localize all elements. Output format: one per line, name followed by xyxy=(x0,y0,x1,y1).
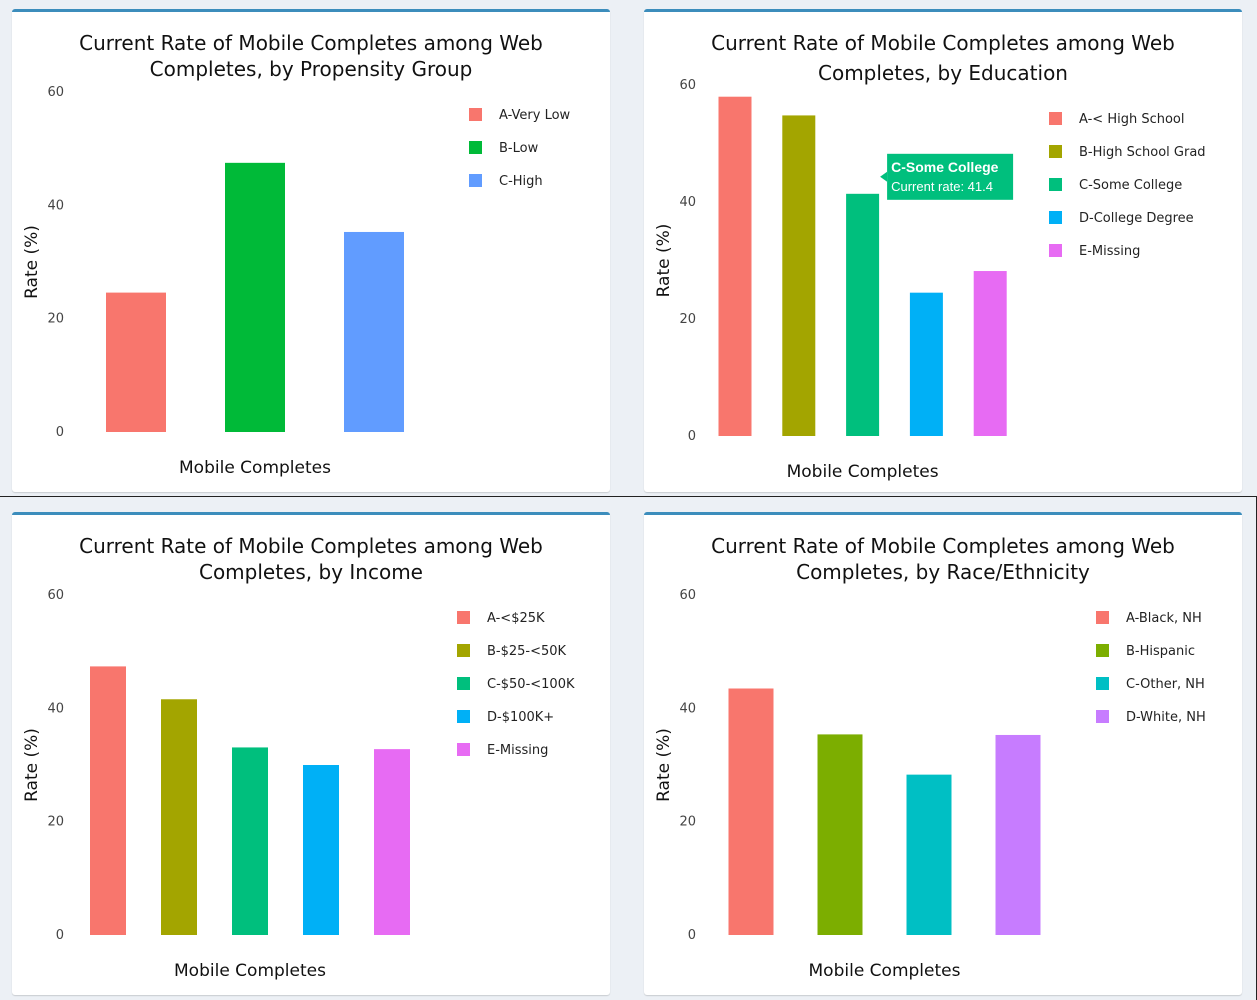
legend-label[interactable]: C-Some College xyxy=(1079,178,1182,193)
bar-a-high-school[interactable] xyxy=(718,96,752,436)
legend-label[interactable]: A-Very Low xyxy=(499,108,571,123)
bar-d-college-degree[interactable] xyxy=(909,292,943,436)
chart-panel-education: Current Rate of Mobile Completes among W… xyxy=(644,9,1242,492)
bar-e-missing[interactable] xyxy=(374,749,410,935)
legend-swatch[interactable] xyxy=(469,141,482,154)
legend-swatch[interactable] xyxy=(457,677,470,690)
chart-title-line: Completes, by Income xyxy=(199,560,423,584)
bar-b-25-50k[interactable] xyxy=(161,699,197,935)
legend-swatch[interactable] xyxy=(1049,211,1062,224)
tooltip-text: Current rate: 41.4 xyxy=(891,179,993,194)
legend-label[interactable]: C-High xyxy=(499,174,543,189)
legend-label[interactable]: A-<$25K xyxy=(487,611,545,626)
bar-a-25k[interactable] xyxy=(90,666,126,935)
legend-swatch[interactable] xyxy=(1049,145,1062,158)
legend-swatch[interactable] xyxy=(457,611,470,624)
y-tick-label: 0 xyxy=(688,928,696,943)
legend-label[interactable]: E-Missing xyxy=(487,743,548,758)
y-axis-title: Rate (%) xyxy=(654,728,674,802)
legend-label[interactable]: B-$25-<50K xyxy=(487,644,567,659)
legend-label[interactable]: A-< High School xyxy=(1079,112,1185,127)
legend-swatch[interactable] xyxy=(469,108,482,121)
y-tick-label: 60 xyxy=(47,588,64,603)
chart-svg-income: Current Rate of Mobile Completes among W… xyxy=(22,534,575,981)
chart-title-line: Current Rate of Mobile Completes among W… xyxy=(79,31,543,55)
legend-swatch[interactable] xyxy=(1096,677,1109,690)
legend-swatch[interactable] xyxy=(469,174,482,187)
chart-title-line: Completes, by Propensity Group xyxy=(150,57,473,81)
legend-swatch[interactable] xyxy=(1096,710,1109,723)
legend-label[interactable]: E-Missing xyxy=(1079,244,1140,259)
bar-b-high-school-grad[interactable] xyxy=(782,115,816,437)
bar-b-hispanic[interactable] xyxy=(817,734,863,935)
legend-swatch[interactable] xyxy=(1096,644,1109,657)
y-tick-label: 20 xyxy=(679,312,696,327)
bar-c-some-college[interactable] xyxy=(846,193,880,436)
y-tick-label: 0 xyxy=(688,429,696,444)
bar-a-black-nh[interactable] xyxy=(728,688,774,936)
legend-swatch[interactable] xyxy=(1049,244,1062,257)
x-axis-title: Mobile Completes xyxy=(809,961,961,981)
bar-tooltip: C-Some College Current rate: 41.4 xyxy=(880,153,1014,200)
chart-svg-race: Current Rate of Mobile Completes among W… xyxy=(654,534,1206,981)
legend-label[interactable]: D-$100K+ xyxy=(487,710,554,725)
x-axis-title: Mobile Completes xyxy=(179,458,331,478)
y-axis-title: Rate (%) xyxy=(22,728,42,802)
y-tick-label: 60 xyxy=(679,588,696,603)
legend-swatch[interactable] xyxy=(1096,611,1109,624)
y-tick-label: 20 xyxy=(47,312,64,327)
legend-swatch[interactable] xyxy=(1049,178,1062,191)
y-tick-label: 60 xyxy=(47,85,64,100)
chart-title-line: Current Rate of Mobile Completes among W… xyxy=(711,534,1175,558)
chart-svg-propensity: Current Rate of Mobile Completes among W… xyxy=(22,31,571,478)
chart-panel-propensity: Current Rate of Mobile Completes among W… xyxy=(12,9,610,492)
legend-swatch[interactable] xyxy=(1049,112,1062,125)
bar-c-50-100k[interactable] xyxy=(232,747,268,935)
x-axis-title: Mobile Completes xyxy=(787,462,939,482)
tooltip-title: C-Some College xyxy=(891,159,999,175)
legend-swatch[interactable] xyxy=(457,644,470,657)
y-tick-label: 40 xyxy=(679,701,696,716)
chart-title-line: Completes, by Education xyxy=(818,61,1068,85)
y-axis-title: Rate (%) xyxy=(22,225,42,299)
x-axis-title: Mobile Completes xyxy=(174,961,326,981)
tooltip-arrow xyxy=(880,171,888,182)
legend-swatch[interactable] xyxy=(457,743,470,756)
tooltip-box xyxy=(887,153,1014,200)
chart-title-line: Current Rate of Mobile Completes among W… xyxy=(79,534,543,558)
y-tick-label: 20 xyxy=(47,815,64,830)
legend-label[interactable]: C-Other, NH xyxy=(1126,677,1205,692)
y-tick-label: 40 xyxy=(47,198,64,213)
legend-label[interactable]: C-$50-<100K xyxy=(487,677,575,692)
chart-title-line: Current Rate of Mobile Completes among W… xyxy=(711,31,1175,55)
chart-panel-race: Current Rate of Mobile Completes among W… xyxy=(644,512,1242,995)
y-tick-label: 0 xyxy=(56,425,64,440)
y-tick-label: 40 xyxy=(679,195,696,210)
y-axis-title: Rate (%) xyxy=(654,224,674,298)
y-tick-label: 60 xyxy=(679,78,696,93)
legend-label[interactable]: B-Hispanic xyxy=(1126,644,1195,659)
legend-label[interactable]: B-Low xyxy=(499,141,539,156)
chart-panel-income: Current Rate of Mobile Completes among W… xyxy=(12,512,610,995)
legend-swatch[interactable] xyxy=(457,710,470,723)
bar-c-other-nh[interactable] xyxy=(906,774,952,935)
legend-label[interactable]: D-College Degree xyxy=(1079,211,1194,226)
y-tick-label: 20 xyxy=(679,815,696,830)
chart-svg-education: Current Rate of Mobile Completes among W… xyxy=(654,31,1206,482)
row-divider xyxy=(0,496,1257,497)
bar-e-missing[interactable] xyxy=(973,271,1007,436)
legend-label[interactable]: D-White, NH xyxy=(1126,710,1206,725)
bar-c-high[interactable] xyxy=(344,231,404,432)
legend-label[interactable]: B-High School Grad xyxy=(1079,145,1206,160)
chart-title-line: Completes, by Race/Ethnicity xyxy=(796,560,1090,584)
bar-d-white-nh[interactable] xyxy=(995,734,1041,935)
bar-d-100k-[interactable] xyxy=(303,765,339,935)
y-tick-label: 40 xyxy=(47,701,64,716)
legend-label[interactable]: A-Black, NH xyxy=(1126,611,1202,626)
bar-b-low[interactable] xyxy=(225,162,285,433)
y-tick-label: 0 xyxy=(56,928,64,943)
bar-a-very-low[interactable] xyxy=(106,292,166,432)
